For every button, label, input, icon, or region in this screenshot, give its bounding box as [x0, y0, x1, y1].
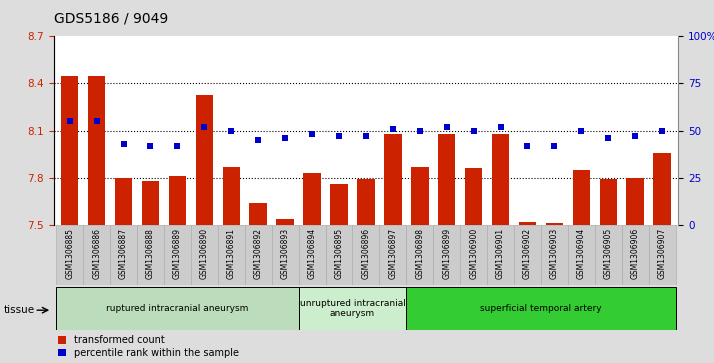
- Bar: [653, 153, 671, 225]
- Text: GSM1306903: GSM1306903: [550, 228, 559, 279]
- Bar: [196, 94, 213, 225]
- Bar: [326, 225, 353, 285]
- Text: GSM1306885: GSM1306885: [65, 228, 74, 279]
- Bar: [271, 225, 298, 285]
- Bar: [406, 287, 675, 330]
- Bar: [223, 167, 240, 225]
- Text: tissue: tissue: [4, 305, 35, 315]
- Bar: [406, 225, 433, 285]
- Bar: [379, 225, 406, 285]
- Text: GSM1306895: GSM1306895: [334, 228, 343, 279]
- Legend: transformed count, percentile rank within the sample: transformed count, percentile rank withi…: [59, 335, 239, 358]
- Bar: [519, 222, 536, 225]
- Bar: [191, 225, 218, 285]
- Text: GSM1306892: GSM1306892: [253, 228, 263, 279]
- Bar: [595, 225, 622, 285]
- Text: GSM1306907: GSM1306907: [658, 228, 667, 279]
- Bar: [245, 225, 271, 285]
- Text: unruptured intracranial
aneurysm: unruptured intracranial aneurysm: [300, 299, 406, 318]
- Bar: [541, 225, 568, 285]
- Text: GSM1306889: GSM1306889: [173, 228, 182, 279]
- Bar: [83, 225, 110, 285]
- Bar: [492, 134, 509, 225]
- Bar: [384, 134, 401, 225]
- Bar: [56, 225, 83, 285]
- Bar: [622, 225, 649, 285]
- Text: GSM1306901: GSM1306901: [496, 228, 505, 279]
- Text: GSM1306898: GSM1306898: [416, 228, 424, 279]
- Bar: [573, 170, 590, 225]
- Bar: [164, 225, 191, 285]
- Text: superficial temporal artery: superficial temporal artery: [480, 304, 602, 313]
- Text: GSM1306896: GSM1306896: [361, 228, 371, 279]
- Bar: [298, 225, 326, 285]
- Text: GDS5186 / 9049: GDS5186 / 9049: [54, 11, 168, 25]
- Bar: [110, 225, 137, 285]
- Text: GSM1306902: GSM1306902: [523, 228, 532, 279]
- Bar: [142, 181, 159, 225]
- Bar: [649, 225, 675, 285]
- Bar: [249, 203, 267, 225]
- Text: GSM1306891: GSM1306891: [227, 228, 236, 279]
- Bar: [411, 167, 428, 225]
- Text: GSM1306893: GSM1306893: [281, 228, 290, 279]
- Text: GSM1306904: GSM1306904: [577, 228, 586, 279]
- Bar: [298, 287, 406, 330]
- Bar: [600, 179, 617, 225]
- Text: GSM1306886: GSM1306886: [92, 228, 101, 279]
- Text: GSM1306905: GSM1306905: [604, 228, 613, 279]
- Bar: [568, 225, 595, 285]
- Bar: [169, 176, 186, 225]
- Bar: [137, 225, 164, 285]
- Bar: [545, 224, 563, 225]
- Text: GSM1306894: GSM1306894: [308, 228, 316, 279]
- Bar: [438, 134, 456, 225]
- Bar: [218, 225, 245, 285]
- Bar: [357, 179, 375, 225]
- Bar: [487, 225, 514, 285]
- Bar: [465, 168, 483, 225]
- Text: GSM1306899: GSM1306899: [442, 228, 451, 279]
- Text: ruptured intracranial aneurysm: ruptured intracranial aneurysm: [106, 304, 248, 313]
- Bar: [353, 225, 379, 285]
- Text: GSM1306906: GSM1306906: [630, 228, 640, 279]
- Text: GSM1306900: GSM1306900: [469, 228, 478, 279]
- Text: GSM1306887: GSM1306887: [119, 228, 128, 279]
- Text: GSM1306890: GSM1306890: [200, 228, 209, 279]
- Bar: [303, 173, 321, 225]
- Bar: [56, 287, 298, 330]
- Bar: [61, 76, 79, 225]
- Bar: [88, 76, 106, 225]
- Bar: [626, 178, 644, 225]
- Bar: [115, 178, 132, 225]
- Bar: [433, 225, 461, 285]
- Bar: [514, 225, 541, 285]
- Bar: [331, 184, 348, 225]
- Text: GSM1306888: GSM1306888: [146, 228, 155, 279]
- Bar: [276, 219, 294, 225]
- Bar: [461, 225, 487, 285]
- Text: GSM1306897: GSM1306897: [388, 228, 398, 279]
